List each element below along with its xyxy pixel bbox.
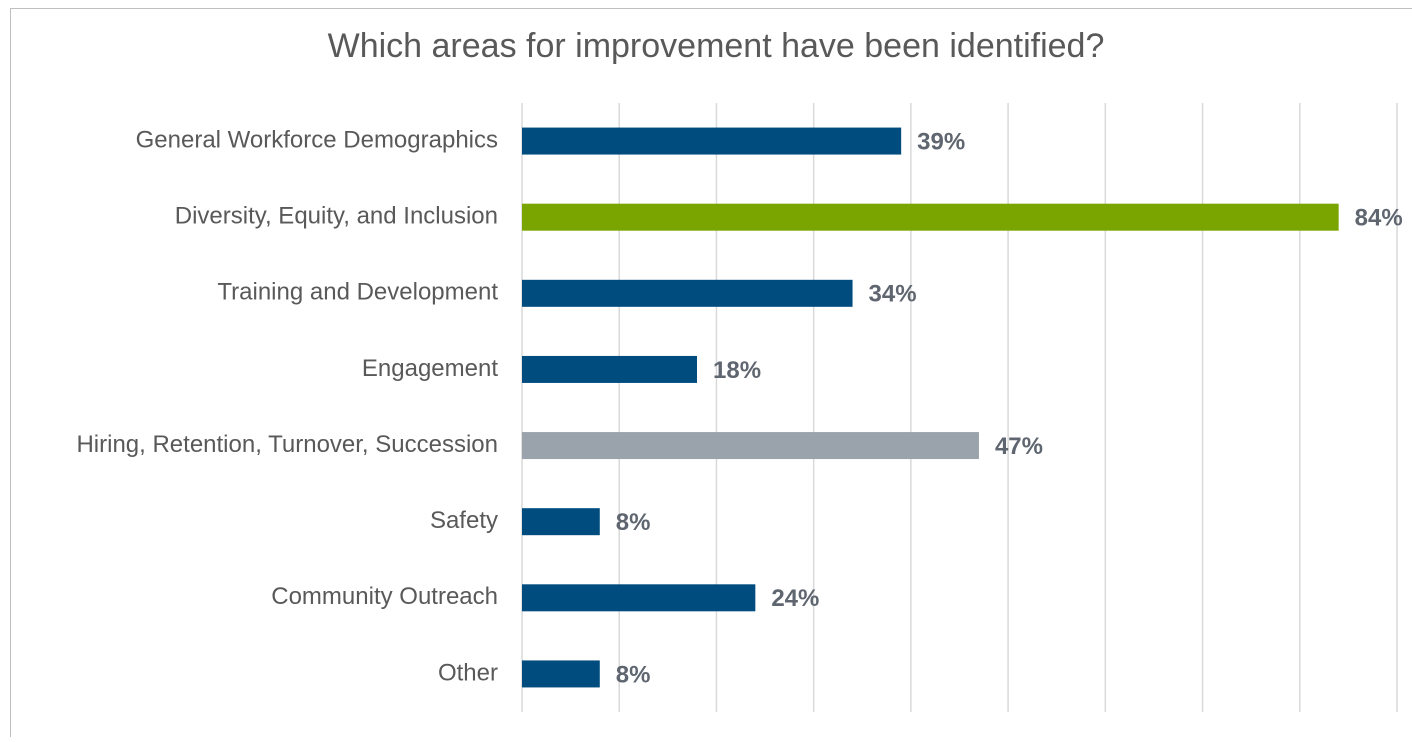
- bar: [522, 584, 755, 611]
- data-label: 39%: [917, 128, 965, 155]
- bar: [522, 432, 979, 459]
- bar: [522, 204, 1339, 231]
- data-label: 47%: [995, 433, 1043, 460]
- data-label: 24%: [771, 585, 819, 612]
- chart-title: Which areas for improvement have been id…: [328, 27, 1105, 65]
- y-tick-label: Other: [438, 659, 498, 686]
- y-tick-label: Hiring, Retention, Turnover, Succession: [76, 431, 498, 458]
- data-label: 8%: [616, 509, 651, 536]
- bar: [522, 660, 600, 687]
- data-label: 84%: [1355, 205, 1403, 232]
- y-tick-label: General Workforce Demographics: [136, 126, 498, 153]
- y-tick-label: Diversity, Equity, and Inclusion: [175, 203, 498, 230]
- y-tick-label: Community Outreach: [271, 583, 498, 610]
- chart-frame: [11, 9, 1412, 738]
- y-tick-label: Engagement: [362, 355, 498, 382]
- y-tick-label: Training and Development: [217, 279, 498, 306]
- y-tick-label: Safety: [430, 507, 498, 534]
- data-label: 34%: [869, 281, 917, 308]
- data-label: 18%: [713, 357, 761, 384]
- bar: [522, 356, 697, 383]
- bar: [522, 508, 600, 535]
- bar: [522, 280, 853, 307]
- data-label: 8%: [616, 661, 651, 688]
- bar: [522, 128, 901, 155]
